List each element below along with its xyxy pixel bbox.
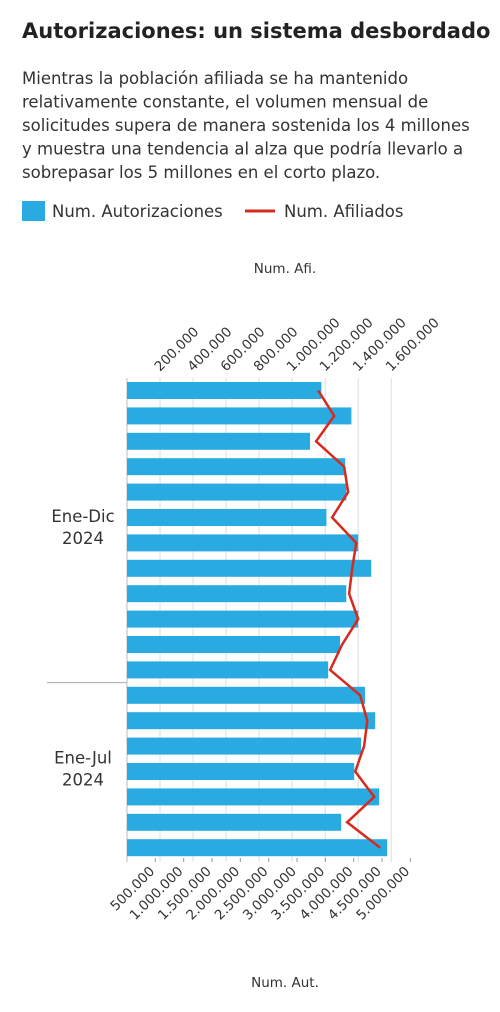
line	[314, 389, 381, 849]
bar	[127, 382, 322, 399]
bar	[127, 636, 341, 653]
group-label: Ene-Dic	[51, 507, 114, 526]
bar	[127, 407, 352, 425]
bar	[127, 813, 342, 831]
bar	[127, 610, 359, 628]
x-axis-title: Num. Aut.	[251, 975, 319, 991]
bar	[127, 534, 359, 552]
bar	[127, 839, 388, 857]
bar	[127, 712, 376, 730]
bar	[127, 483, 347, 501]
chart-title: Autorizaciones: un sistema desbordado	[22, 19, 490, 43]
bar	[127, 686, 365, 704]
group-label: 2024	[62, 771, 104, 790]
legend-label: Num. Autorizaciones	[52, 202, 223, 221]
bar	[127, 661, 329, 679]
x2-axis-title: Num. Afi.	[254, 261, 316, 277]
group-label: Ene-Jul	[54, 749, 112, 768]
bar	[127, 763, 355, 780]
bar	[127, 458, 346, 476]
bar	[127, 737, 362, 755]
legend-swatch	[22, 201, 45, 221]
bar	[127, 432, 311, 450]
bar	[127, 509, 327, 526]
chart-subtitle: Mientras la población afiliada se ha man…	[22, 69, 470, 182]
bar	[127, 585, 347, 603]
bar	[127, 788, 380, 806]
bar	[127, 559, 372, 577]
group-label: 2024	[62, 529, 104, 548]
legend-label: Num. Afiliados	[284, 202, 404, 221]
